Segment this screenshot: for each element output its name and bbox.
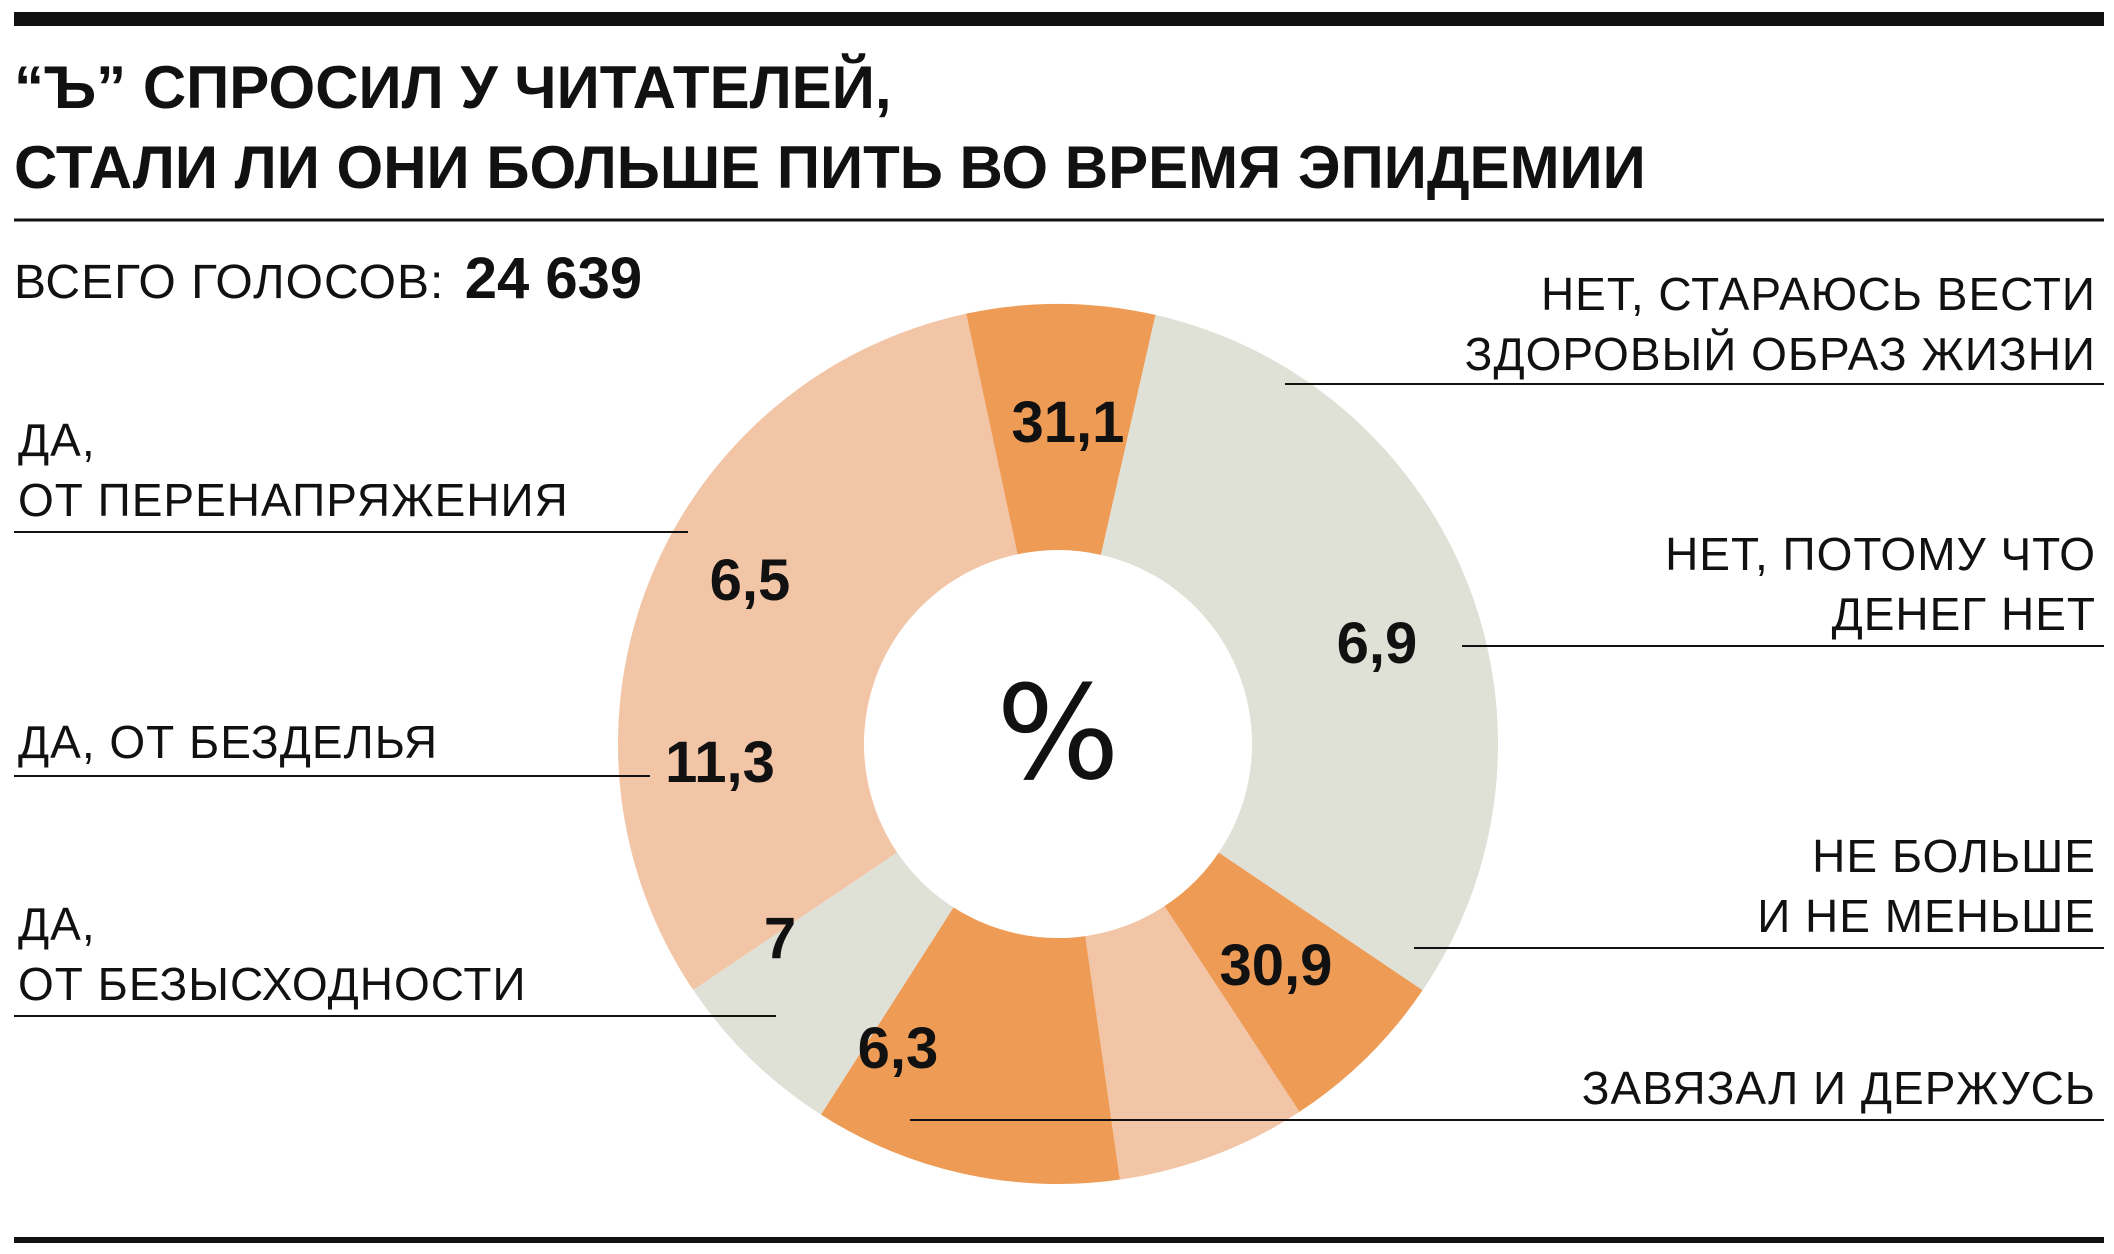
category-label-no-money-line2: ДЕНЕГ НЕТ [1832, 588, 2096, 640]
unit-label: % [996, 657, 1120, 809]
donut [618, 304, 1498, 1184]
category-label-overstrain-line1: ДА, [18, 414, 96, 466]
total-votes-value: 24 639 [465, 246, 642, 311]
donut-slice-5 [1085, 906, 1300, 1180]
category-label-healthy-line2: ЗДОРОВЫЙ ОБРАЗ ЖИЗНИ [1465, 328, 2096, 380]
donut-slice-1 [618, 313, 1018, 991]
category-label-idleness: ДА, ОТ БЕЗДЕЛЬЯ [18, 716, 438, 768]
chart-title-line1: “Ъ” СПРОСИЛ У ЧИТАТЕЛЕЙ, [14, 54, 892, 121]
total-votes: ВСЕГО ГОЛОСОВ: 24 639 [14, 246, 642, 311]
chart-title-line2: СТАЛИ ЛИ ОНИ БОЛЬШЕ ПИТЬ ВО ВРЕМЯ ЭПИДЕМ… [14, 134, 1646, 201]
value-label-overstrain: 6,5 [710, 548, 791, 613]
donut-slice-7 [693, 852, 954, 1115]
value-label-healthy: 31,1 [1012, 390, 1125, 455]
value-label-same: 30,9 [1220, 933, 1333, 998]
bottom-rule [14, 1237, 2104, 1243]
category-label-quit: ЗАВЯЗАЛ И ДЕРЖУСЬ [1582, 1062, 2096, 1114]
category-label-same-line1: НЕ БОЛЬШЕ [1812, 830, 2096, 882]
total-votes-label: ВСЕГО ГОЛОСОВ: [14, 256, 444, 309]
category-label-overstrain-line2: ОТ ПЕРЕНАПРЯЖЕНИЯ [18, 474, 569, 526]
donut-slice-6 [820, 907, 1120, 1184]
value-label-quit: 6,3 [858, 1016, 939, 1081]
category-label-despair-line1: ДА, [18, 898, 96, 950]
value-label-despair: 7 [764, 906, 796, 971]
value-label-idleness: 11,3 [665, 730, 775, 795]
donut-slice-3 [1100, 314, 1498, 991]
category-label-despair-line2: ОТ БЕЗЫСХОДНОСТИ [18, 958, 527, 1010]
donut-slice-2 [966, 304, 1156, 555]
top-rule [14, 12, 2104, 26]
category-label-healthy-line1: НЕТ, СТАРАЮСЬ ВЕСТИ [1541, 268, 2096, 320]
value-label-no-money: 6,9 [1337, 611, 1418, 676]
category-label-no-money-line1: НЕТ, ПОТОМУ ЧТО [1665, 528, 2096, 580]
category-label-same-line2: И НЕ МЕНЬШЕ [1757, 890, 2096, 942]
donut-slice-4 [1164, 852, 1423, 1112]
